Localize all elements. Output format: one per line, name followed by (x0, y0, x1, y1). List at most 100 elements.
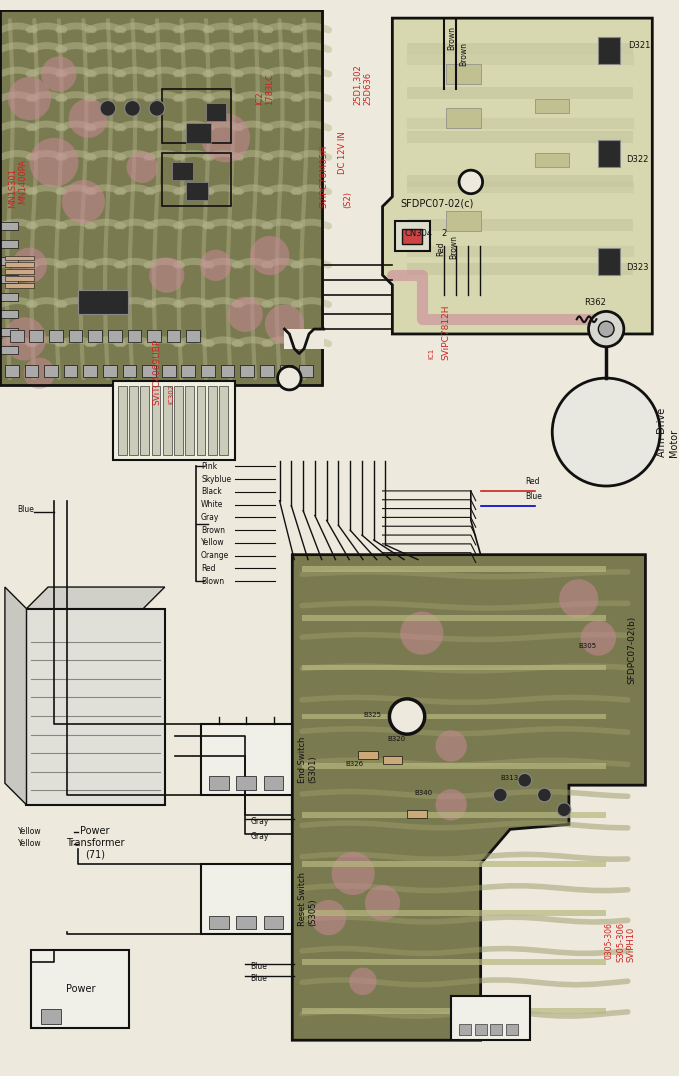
Text: IC1: IC1 (428, 349, 435, 359)
Bar (407, 87, 633, 99)
Bar (0, 328, 18, 336)
Bar (26, 609, 165, 805)
Text: Gray: Gray (201, 513, 219, 522)
Bar (79, 289, 128, 314)
Bar (185, 386, 194, 455)
Text: MN1400PA: MN1400PA (18, 158, 26, 203)
Bar (260, 366, 274, 377)
Circle shape (365, 886, 400, 921)
Bar (0, 240, 18, 247)
Text: IC2
1783LC: IC2 1783LC (255, 73, 274, 105)
Text: Blue: Blue (18, 506, 35, 514)
Bar (201, 724, 292, 795)
Bar (407, 810, 426, 818)
Circle shape (265, 305, 304, 344)
Text: Yellow: Yellow (18, 827, 41, 836)
Bar (31, 950, 130, 1029)
Bar (0, 293, 18, 300)
Bar (219, 386, 228, 455)
Circle shape (12, 247, 47, 283)
Bar (302, 615, 606, 621)
Circle shape (69, 99, 108, 138)
Bar (302, 665, 606, 670)
Bar (407, 131, 633, 143)
Bar (208, 386, 217, 455)
Bar (407, 264, 633, 275)
Text: SViPC7812H: SViPC7812H (442, 305, 451, 360)
Text: Pink: Pink (201, 462, 217, 471)
Bar (452, 996, 530, 1040)
Text: Blue: Blue (250, 975, 267, 983)
Bar (302, 910, 606, 916)
Circle shape (311, 900, 346, 935)
Polygon shape (382, 18, 653, 334)
Circle shape (8, 77, 51, 121)
Text: Brown: Brown (459, 42, 468, 67)
Bar (598, 247, 620, 275)
Bar (29, 330, 43, 342)
Text: B325: B325 (363, 711, 381, 718)
Text: Blown: Blown (201, 577, 224, 585)
Bar (221, 366, 234, 377)
Bar (186, 123, 211, 143)
Text: B305: B305 (579, 642, 597, 649)
Bar (142, 366, 156, 377)
Text: Black: Black (201, 487, 222, 496)
Circle shape (459, 170, 483, 194)
Circle shape (278, 366, 301, 390)
Circle shape (201, 113, 250, 162)
Bar (108, 330, 122, 342)
Circle shape (41, 56, 77, 91)
Text: Yellow: Yellow (18, 839, 41, 848)
Bar (24, 366, 38, 377)
Bar (302, 861, 606, 866)
Polygon shape (292, 554, 646, 1040)
Text: SFDPC07-02(b): SFDPC07-02(b) (628, 615, 637, 684)
Bar (5, 255, 35, 260)
Ellipse shape (552, 378, 660, 486)
Circle shape (3, 317, 46, 360)
Bar (5, 283, 35, 288)
Circle shape (149, 100, 165, 116)
Bar (186, 182, 208, 199)
Bar (302, 811, 606, 818)
Circle shape (126, 152, 158, 183)
Text: Orange: Orange (201, 551, 230, 561)
Bar (280, 366, 293, 377)
Circle shape (349, 967, 377, 995)
Text: B326: B326 (346, 761, 363, 766)
Bar (163, 386, 172, 455)
Circle shape (518, 774, 532, 788)
Circle shape (435, 789, 467, 821)
Circle shape (557, 803, 571, 817)
Text: 25D1,302
25D636: 25D1,302 25D636 (353, 65, 373, 105)
Bar (162, 153, 230, 207)
Text: Gray: Gray (250, 818, 268, 826)
Bar (446, 109, 481, 128)
Text: www.: www. (468, 104, 513, 123)
Bar (240, 366, 254, 377)
Bar (302, 763, 606, 768)
Text: SFDPC07-02(c): SFDPC07-02(c) (400, 198, 473, 209)
Text: B320: B320 (388, 736, 405, 742)
Text: D321: D321 (628, 41, 650, 49)
Text: Power
Transformer
(71): Power Transformer (71) (66, 826, 124, 860)
Bar (5, 366, 18, 377)
Bar (0, 257, 18, 266)
Bar (407, 43, 633, 55)
Bar (402, 229, 422, 244)
Bar (49, 330, 62, 342)
Text: SViTC4069UBP: SViTC4069UBP (153, 338, 162, 405)
Circle shape (390, 699, 425, 734)
Text: Red: Red (437, 241, 445, 255)
Text: B313: B313 (500, 776, 519, 781)
Bar (103, 366, 117, 377)
Text: Red: Red (525, 477, 539, 486)
Bar (358, 751, 378, 759)
Bar (162, 366, 176, 377)
Bar (186, 330, 200, 342)
Circle shape (538, 788, 551, 802)
Bar (113, 381, 236, 459)
Bar (117, 386, 126, 455)
Bar (0, 311, 18, 318)
